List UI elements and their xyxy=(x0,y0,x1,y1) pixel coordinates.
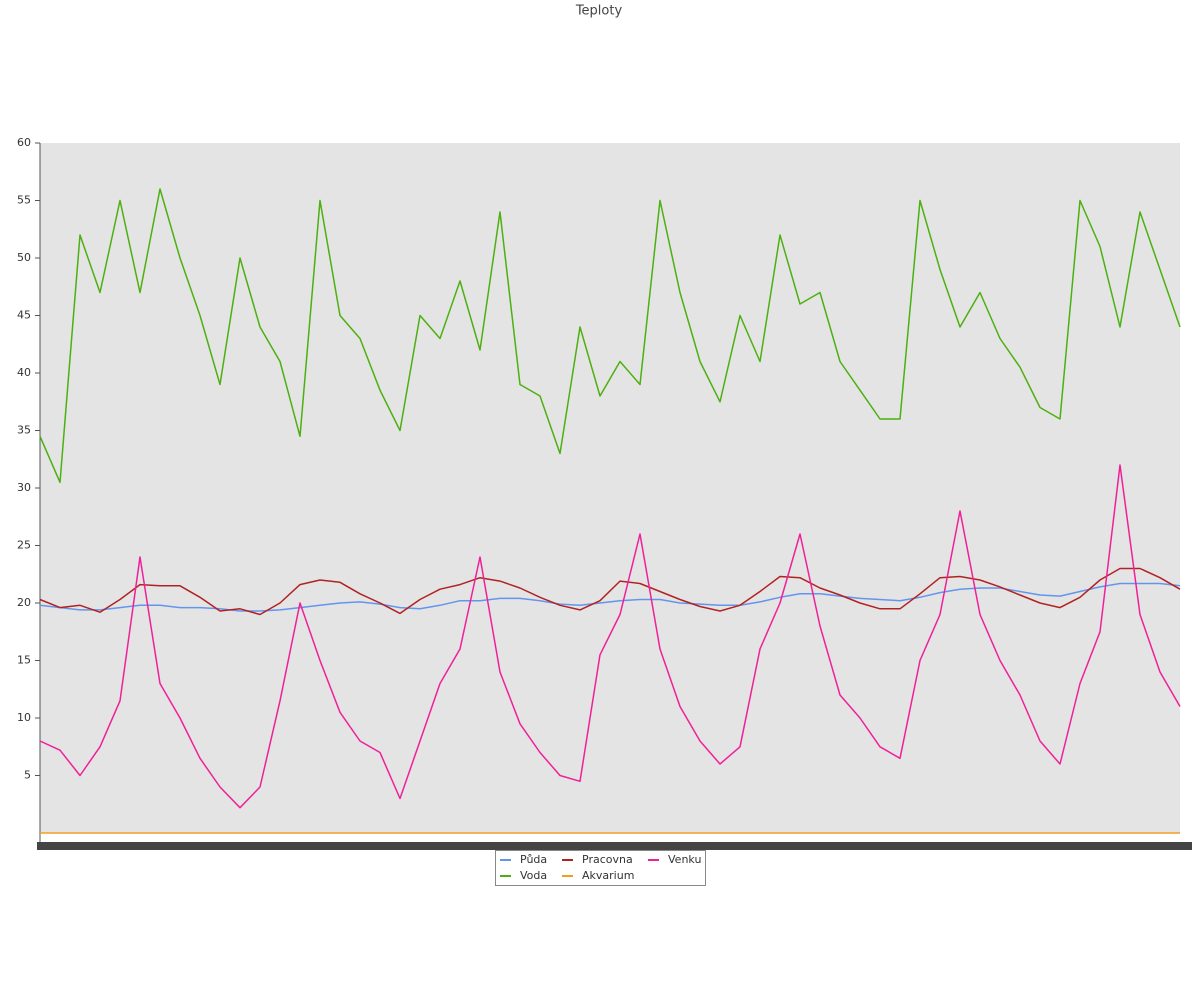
y-tick-label: 50 xyxy=(17,251,31,264)
legend-label: Venku xyxy=(668,853,701,866)
y-tick-label: 30 xyxy=(17,481,31,494)
y-tick-label: 45 xyxy=(17,309,31,322)
y-tick-label: 15 xyxy=(17,654,31,667)
chart-title: Teploty xyxy=(575,4,623,19)
series-line xyxy=(39,464,1181,809)
y-tick-label: 10 xyxy=(17,711,31,724)
y-tick-label: 60 xyxy=(17,136,31,149)
y-tick-label: 35 xyxy=(17,424,31,437)
y-tick-label: 55 xyxy=(17,194,31,207)
legend-label: Akvarium xyxy=(582,869,634,882)
series-line xyxy=(39,188,1181,484)
y-tick-label: 5 xyxy=(24,769,31,782)
y-tick-label: 25 xyxy=(17,539,31,552)
y-tick-label: 40 xyxy=(17,366,31,379)
x-axis-labels-band xyxy=(37,842,1192,850)
legend-label: Pracovna xyxy=(582,853,633,866)
y-tick-label: 20 xyxy=(17,596,31,609)
plot-area xyxy=(40,143,1180,833)
legend xyxy=(495,850,706,886)
legend-label: Půda xyxy=(520,853,547,866)
legend-label: Voda xyxy=(520,869,547,882)
series-line xyxy=(39,567,1181,616)
